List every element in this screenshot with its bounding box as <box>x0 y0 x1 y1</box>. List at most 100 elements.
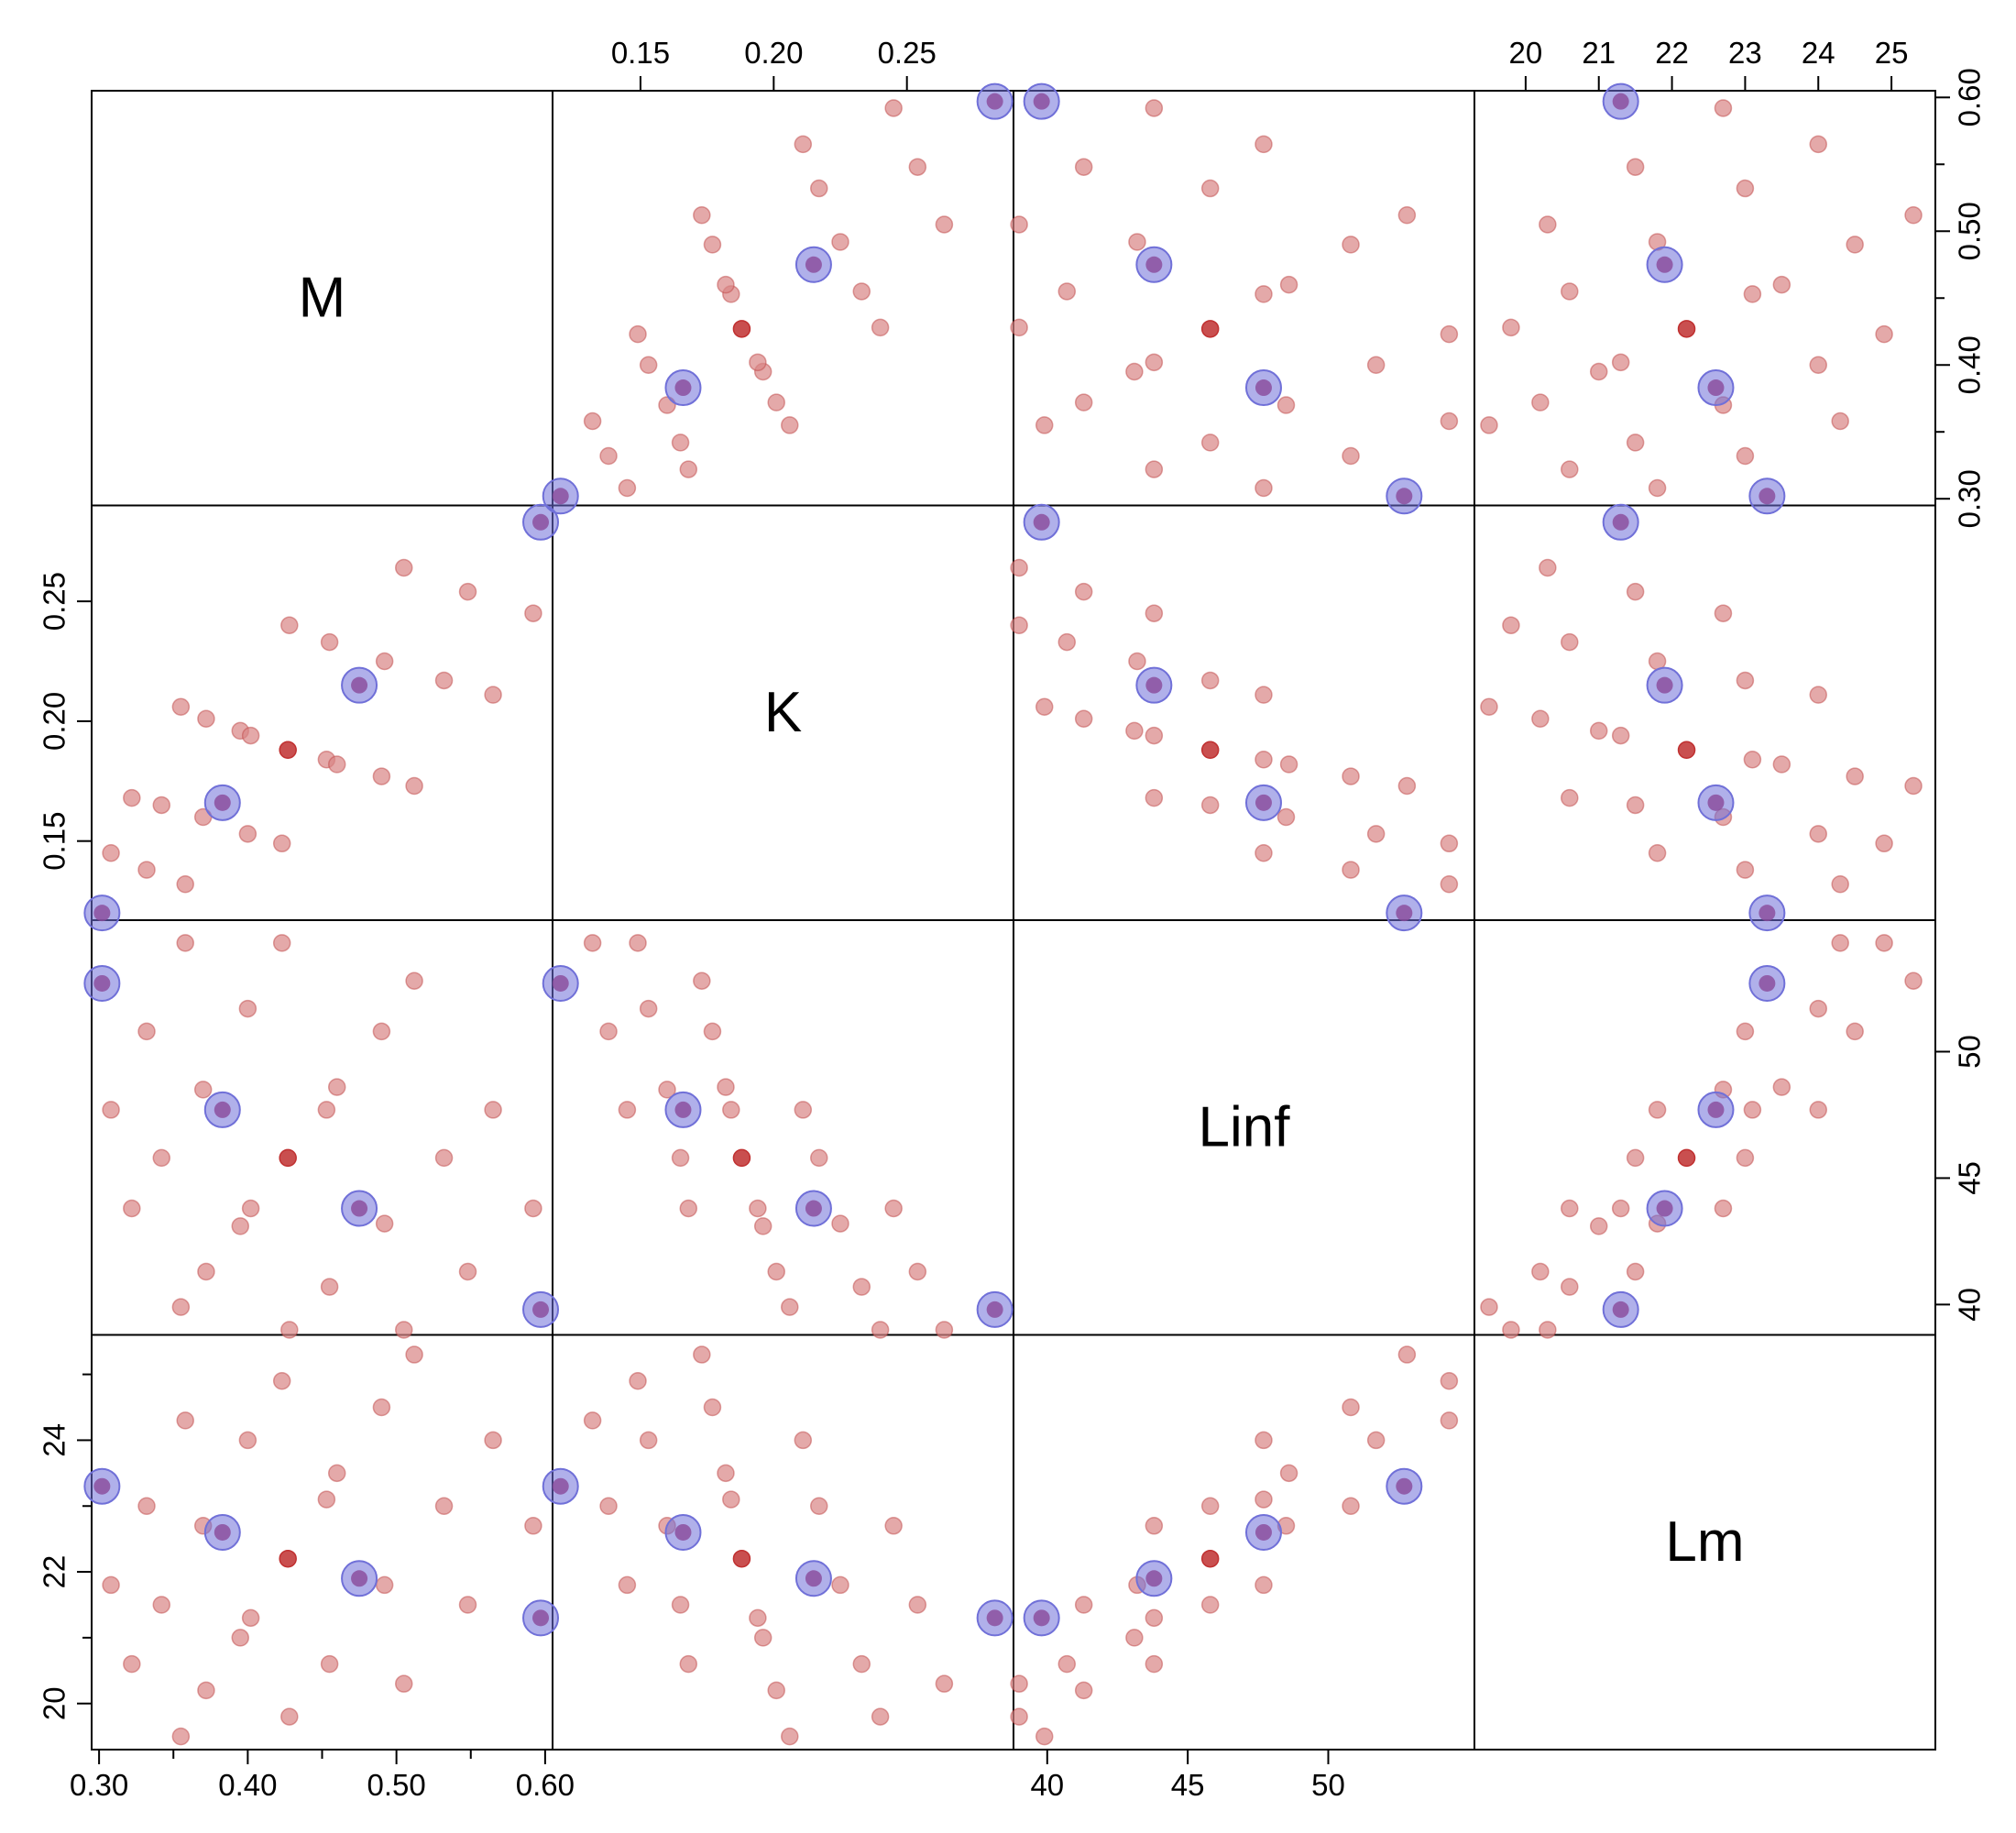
data-point-highlighted <box>1145 256 1163 273</box>
data-point-highlighted <box>552 1477 569 1495</box>
data-point <box>935 1321 954 1339</box>
data-point <box>1846 1022 1864 1041</box>
data-point <box>1057 1654 1077 1674</box>
data-point <box>137 1497 156 1515</box>
data-point-highlighted <box>1396 905 1413 922</box>
tick-label-right-M: 0.30 <box>1953 469 1987 528</box>
data-point <box>1875 834 1893 853</box>
data-point <box>327 755 346 774</box>
tick-label-top-Lm: 21 <box>1582 36 1616 70</box>
data-point <box>1279 275 1298 294</box>
data-point <box>810 1497 828 1515</box>
data-point <box>1809 686 1828 704</box>
data-point <box>1276 807 1296 827</box>
data-point <box>1626 434 1645 452</box>
data-point <box>908 1262 927 1281</box>
data-point <box>1648 844 1667 862</box>
tick-label-left-K: 0.25 <box>38 572 71 631</box>
data-point <box>372 1398 391 1417</box>
data-point <box>1145 1517 1164 1535</box>
data-point <box>1480 1298 1498 1316</box>
tick-label-top-K: 0.25 <box>878 36 937 70</box>
data-point <box>1736 179 1755 198</box>
data-point <box>484 686 502 704</box>
data-point <box>1145 726 1164 745</box>
data-point <box>280 1707 299 1726</box>
panel-points-K-Linf <box>1010 503 1459 932</box>
data-point <box>871 1707 890 1726</box>
data-point <box>1736 861 1755 879</box>
data-point <box>1626 582 1645 601</box>
tick-label-right-M: 0.60 <box>1953 68 1987 126</box>
data-point <box>123 1654 141 1674</box>
panel-points-K-Lm <box>1480 503 1923 932</box>
tick-label-left-Lm: 24 <box>38 1423 71 1457</box>
data-point-highlighted <box>1145 1570 1163 1587</box>
data-point <box>1736 671 1755 690</box>
data-point <box>1875 324 1893 344</box>
data-point <box>1145 99 1164 117</box>
data-point <box>679 460 698 478</box>
data-point <box>767 1262 785 1281</box>
data-point <box>394 558 413 577</box>
data-point <box>1539 215 1557 234</box>
data-point <box>1626 158 1645 176</box>
data-point <box>583 1411 602 1430</box>
data-point <box>1561 632 1579 652</box>
data-point <box>852 1654 871 1674</box>
data-point <box>1736 1148 1755 1168</box>
data-point <box>1531 393 1550 412</box>
data-point-central <box>732 1148 751 1168</box>
tick-label-right-M: 0.50 <box>1953 202 1987 260</box>
data-point <box>1074 1596 1093 1614</box>
data-point-highlighted <box>351 676 368 694</box>
data-point <box>693 1345 711 1364</box>
data-point-highlighted <box>805 1200 822 1217</box>
data-point <box>1904 971 1923 990</box>
data-point <box>1809 135 1828 154</box>
data-point <box>1342 1497 1360 1515</box>
data-point <box>810 179 828 198</box>
data-point <box>484 1431 502 1450</box>
data-point-highlighted <box>805 1570 822 1587</box>
data-point <box>1440 324 1459 344</box>
data-point-highlighted <box>1612 93 1629 110</box>
data-point <box>375 1214 394 1233</box>
data-point <box>629 1372 647 1390</box>
data-point <box>102 1101 120 1119</box>
tick-label-bottom-M: 0.40 <box>218 1768 277 1802</box>
data-point <box>1074 158 1093 176</box>
data-point <box>1342 861 1360 879</box>
data-point <box>1561 1278 1579 1296</box>
data-point-central <box>1200 320 1220 338</box>
data-point-central <box>732 320 751 338</box>
data-point <box>1200 1497 1220 1515</box>
data-point <box>1200 434 1220 452</box>
variable-label-M: M <box>299 266 346 329</box>
data-point <box>317 1490 336 1509</box>
data-point <box>794 1431 813 1450</box>
tick-label-bottom-Linf: 40 <box>1030 1768 1064 1802</box>
data-point <box>1743 751 1762 769</box>
data-point <box>434 671 454 690</box>
data-point-highlighted <box>1145 676 1163 694</box>
data-point-highlighted <box>1707 1101 1725 1118</box>
data-point <box>152 796 171 815</box>
data-point <box>884 99 903 117</box>
data-point <box>1809 999 1828 1018</box>
data-point <box>231 1629 250 1647</box>
data-point <box>871 318 890 337</box>
panel-Lm-M <box>91 1334 553 1751</box>
data-point <box>1010 1674 1028 1693</box>
data-point <box>1200 179 1220 198</box>
data-point <box>1561 1199 1579 1218</box>
data-point <box>238 825 257 843</box>
data-point <box>1057 282 1077 301</box>
data-point-highlighted <box>93 905 111 922</box>
data-point <box>1440 1372 1459 1390</box>
data-point <box>171 1298 191 1316</box>
data-point <box>320 1654 339 1674</box>
data-point <box>1255 686 1273 704</box>
data-point <box>618 478 637 498</box>
data-point <box>1128 652 1146 671</box>
